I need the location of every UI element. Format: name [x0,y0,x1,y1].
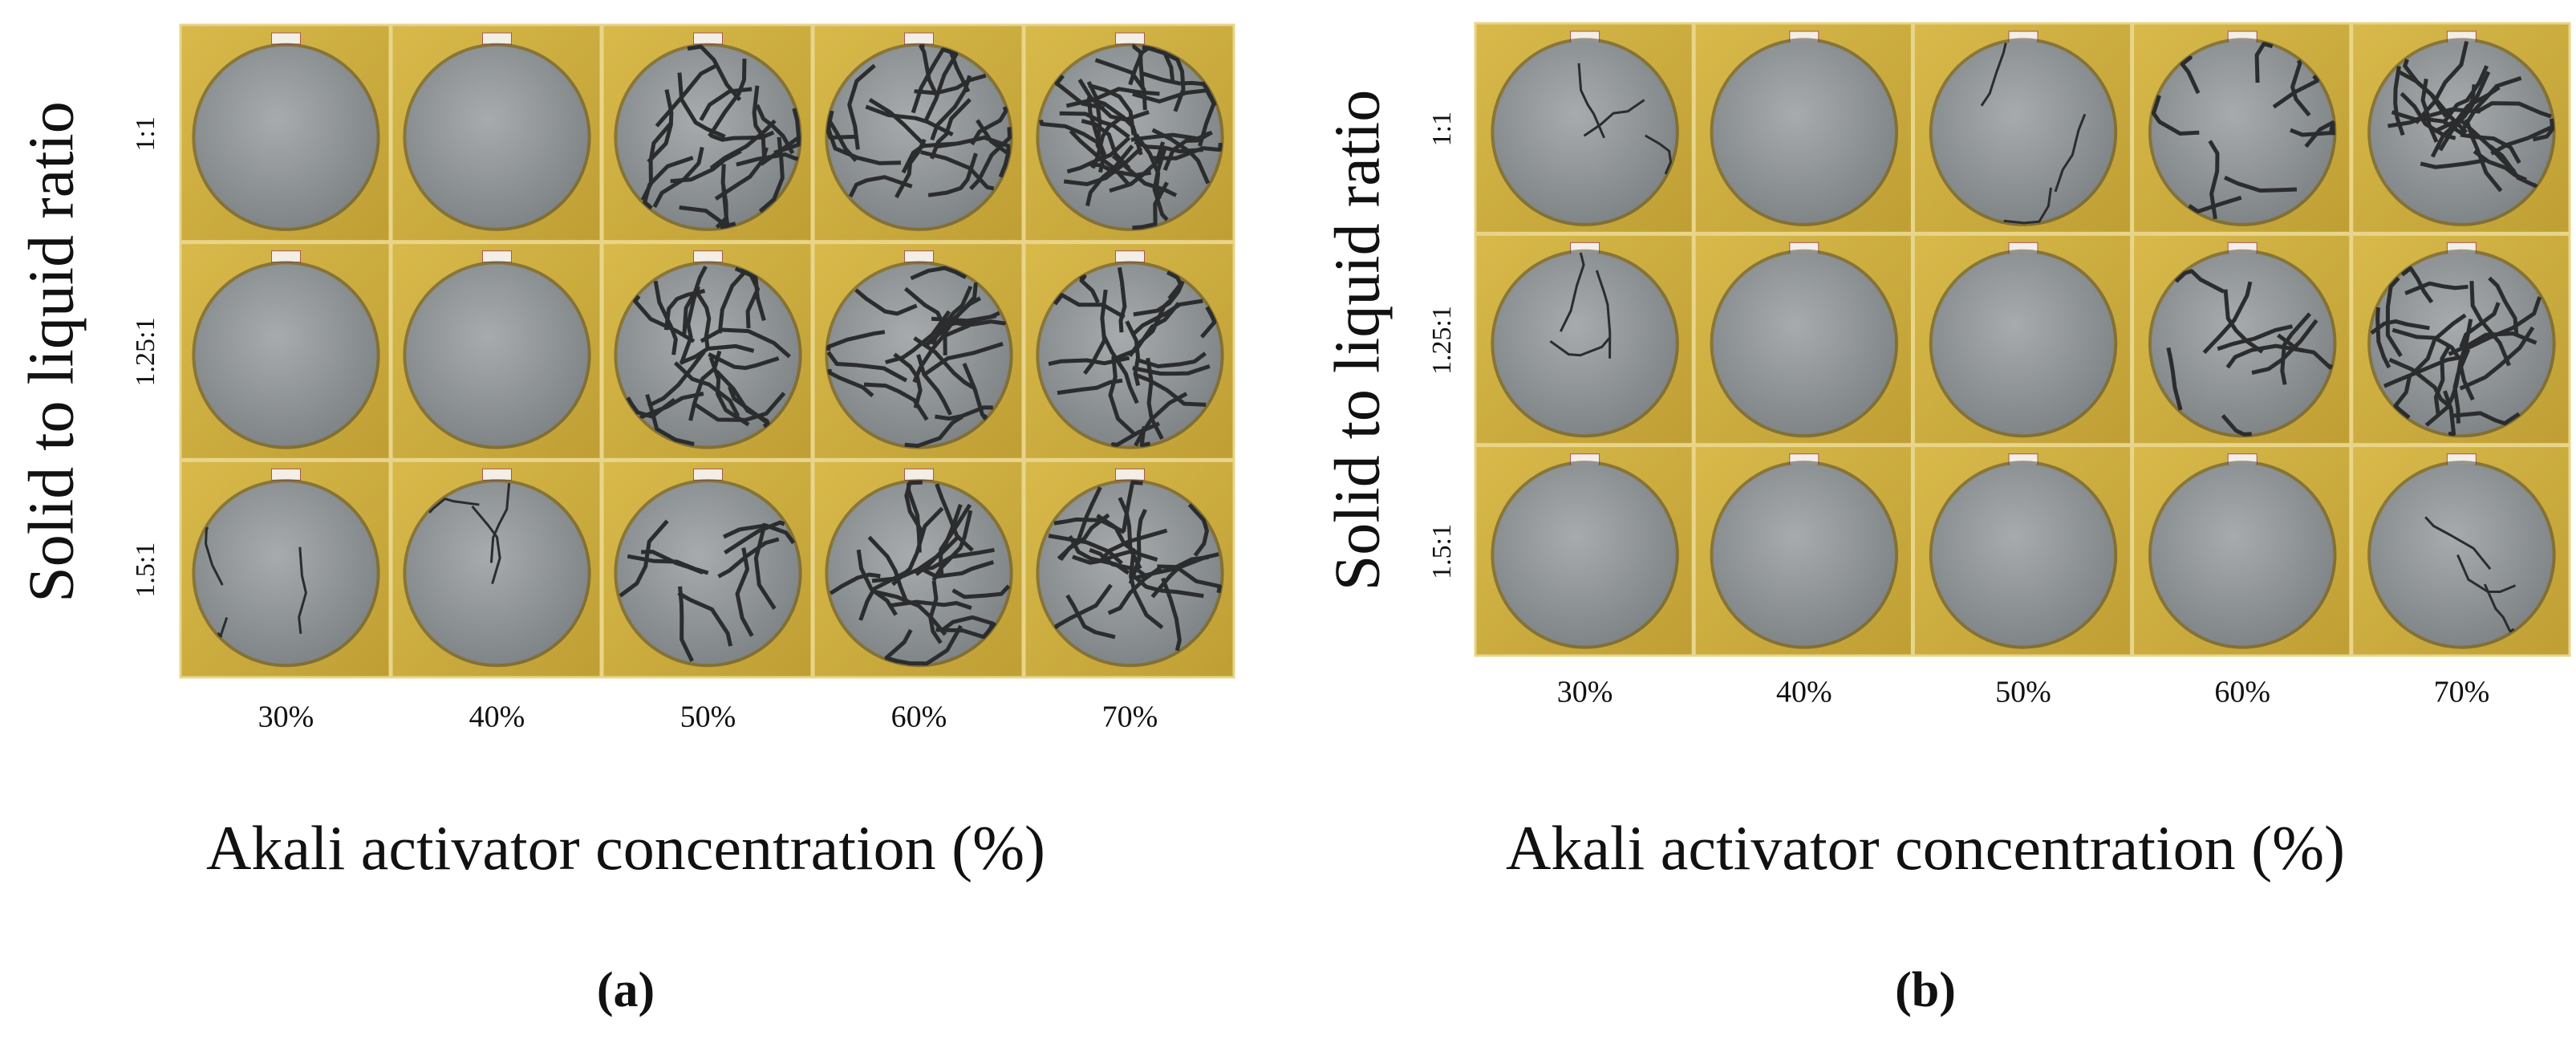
sample-photo [812,23,1024,243]
sample-photo [1023,23,1235,243]
y-axis-label: Solid to liquid ratio [1322,90,1393,591]
sample-photo [1693,233,1913,446]
sample-photo [601,242,813,461]
column-label: 40% [1776,676,1832,709]
sample-photo [2132,445,2352,657]
photo-grid [179,23,1235,679]
sample-photo [179,242,391,461]
sample-photo [1693,22,1913,234]
sample-photo [1912,22,2133,234]
row-label: 1.25:1 [1427,306,1457,375]
row-label: 1.5:1 [1427,524,1457,579]
row-label: 1:1 [1427,112,1457,146]
sample-photo [2132,22,2352,234]
sample-photo [1693,445,1913,657]
column-label: 30% [1557,676,1613,709]
photo-grid [1474,22,2571,657]
sample-photo [2351,445,2571,657]
column-label: 50% [680,701,736,734]
sample-photo [390,459,602,679]
sample-photo [1474,22,1694,234]
sample-photo [2132,233,2352,446]
column-label: 50% [1995,676,2051,709]
column-label: 40% [469,701,525,734]
sample-photo [1023,459,1235,679]
sample-photo [601,459,813,679]
sample-photo [1912,233,2133,446]
column-label: 70% [2434,676,2490,709]
sample-photo [1023,242,1235,461]
panel-caption: (a) [597,963,655,1017]
column-label: 70% [1102,701,1158,734]
panel-caption: (b) [1895,963,1956,1017]
sample-photo [2351,22,2571,234]
y-axis-label: Solid to liquid ratio [16,101,87,602]
column-label: 60% [891,701,947,734]
row-label: 1.25:1 [131,318,160,387]
sample-photo [179,23,391,243]
sample-photo [1474,233,1694,446]
column-label: 60% [2214,676,2270,709]
x-axis-label: Akali activator concentration (%) [1506,813,2345,883]
column-label: 30% [258,701,314,734]
row-label: 1.5:1 [131,542,160,598]
panel: Solid to liquid ratio 1:1 1.25:1 1.5:1 30% 40… [1322,22,2571,1017]
sample-photo [812,459,1024,679]
sample-photo [1474,445,1694,657]
sample-photo [179,459,391,679]
panel: Solid to liquid ratio 1:1 1.25:1 1.5:1 30% 40… [16,23,1235,1017]
x-axis-label: Akali activator concentration (%) [206,813,1045,883]
sample-photo [390,23,602,243]
sample-photo [390,242,602,461]
sample-photo [812,242,1024,461]
sample-photo [2351,233,2571,446]
row-label: 1:1 [131,116,160,151]
sample-photo [1912,445,2133,657]
sample-photo [601,23,813,243]
